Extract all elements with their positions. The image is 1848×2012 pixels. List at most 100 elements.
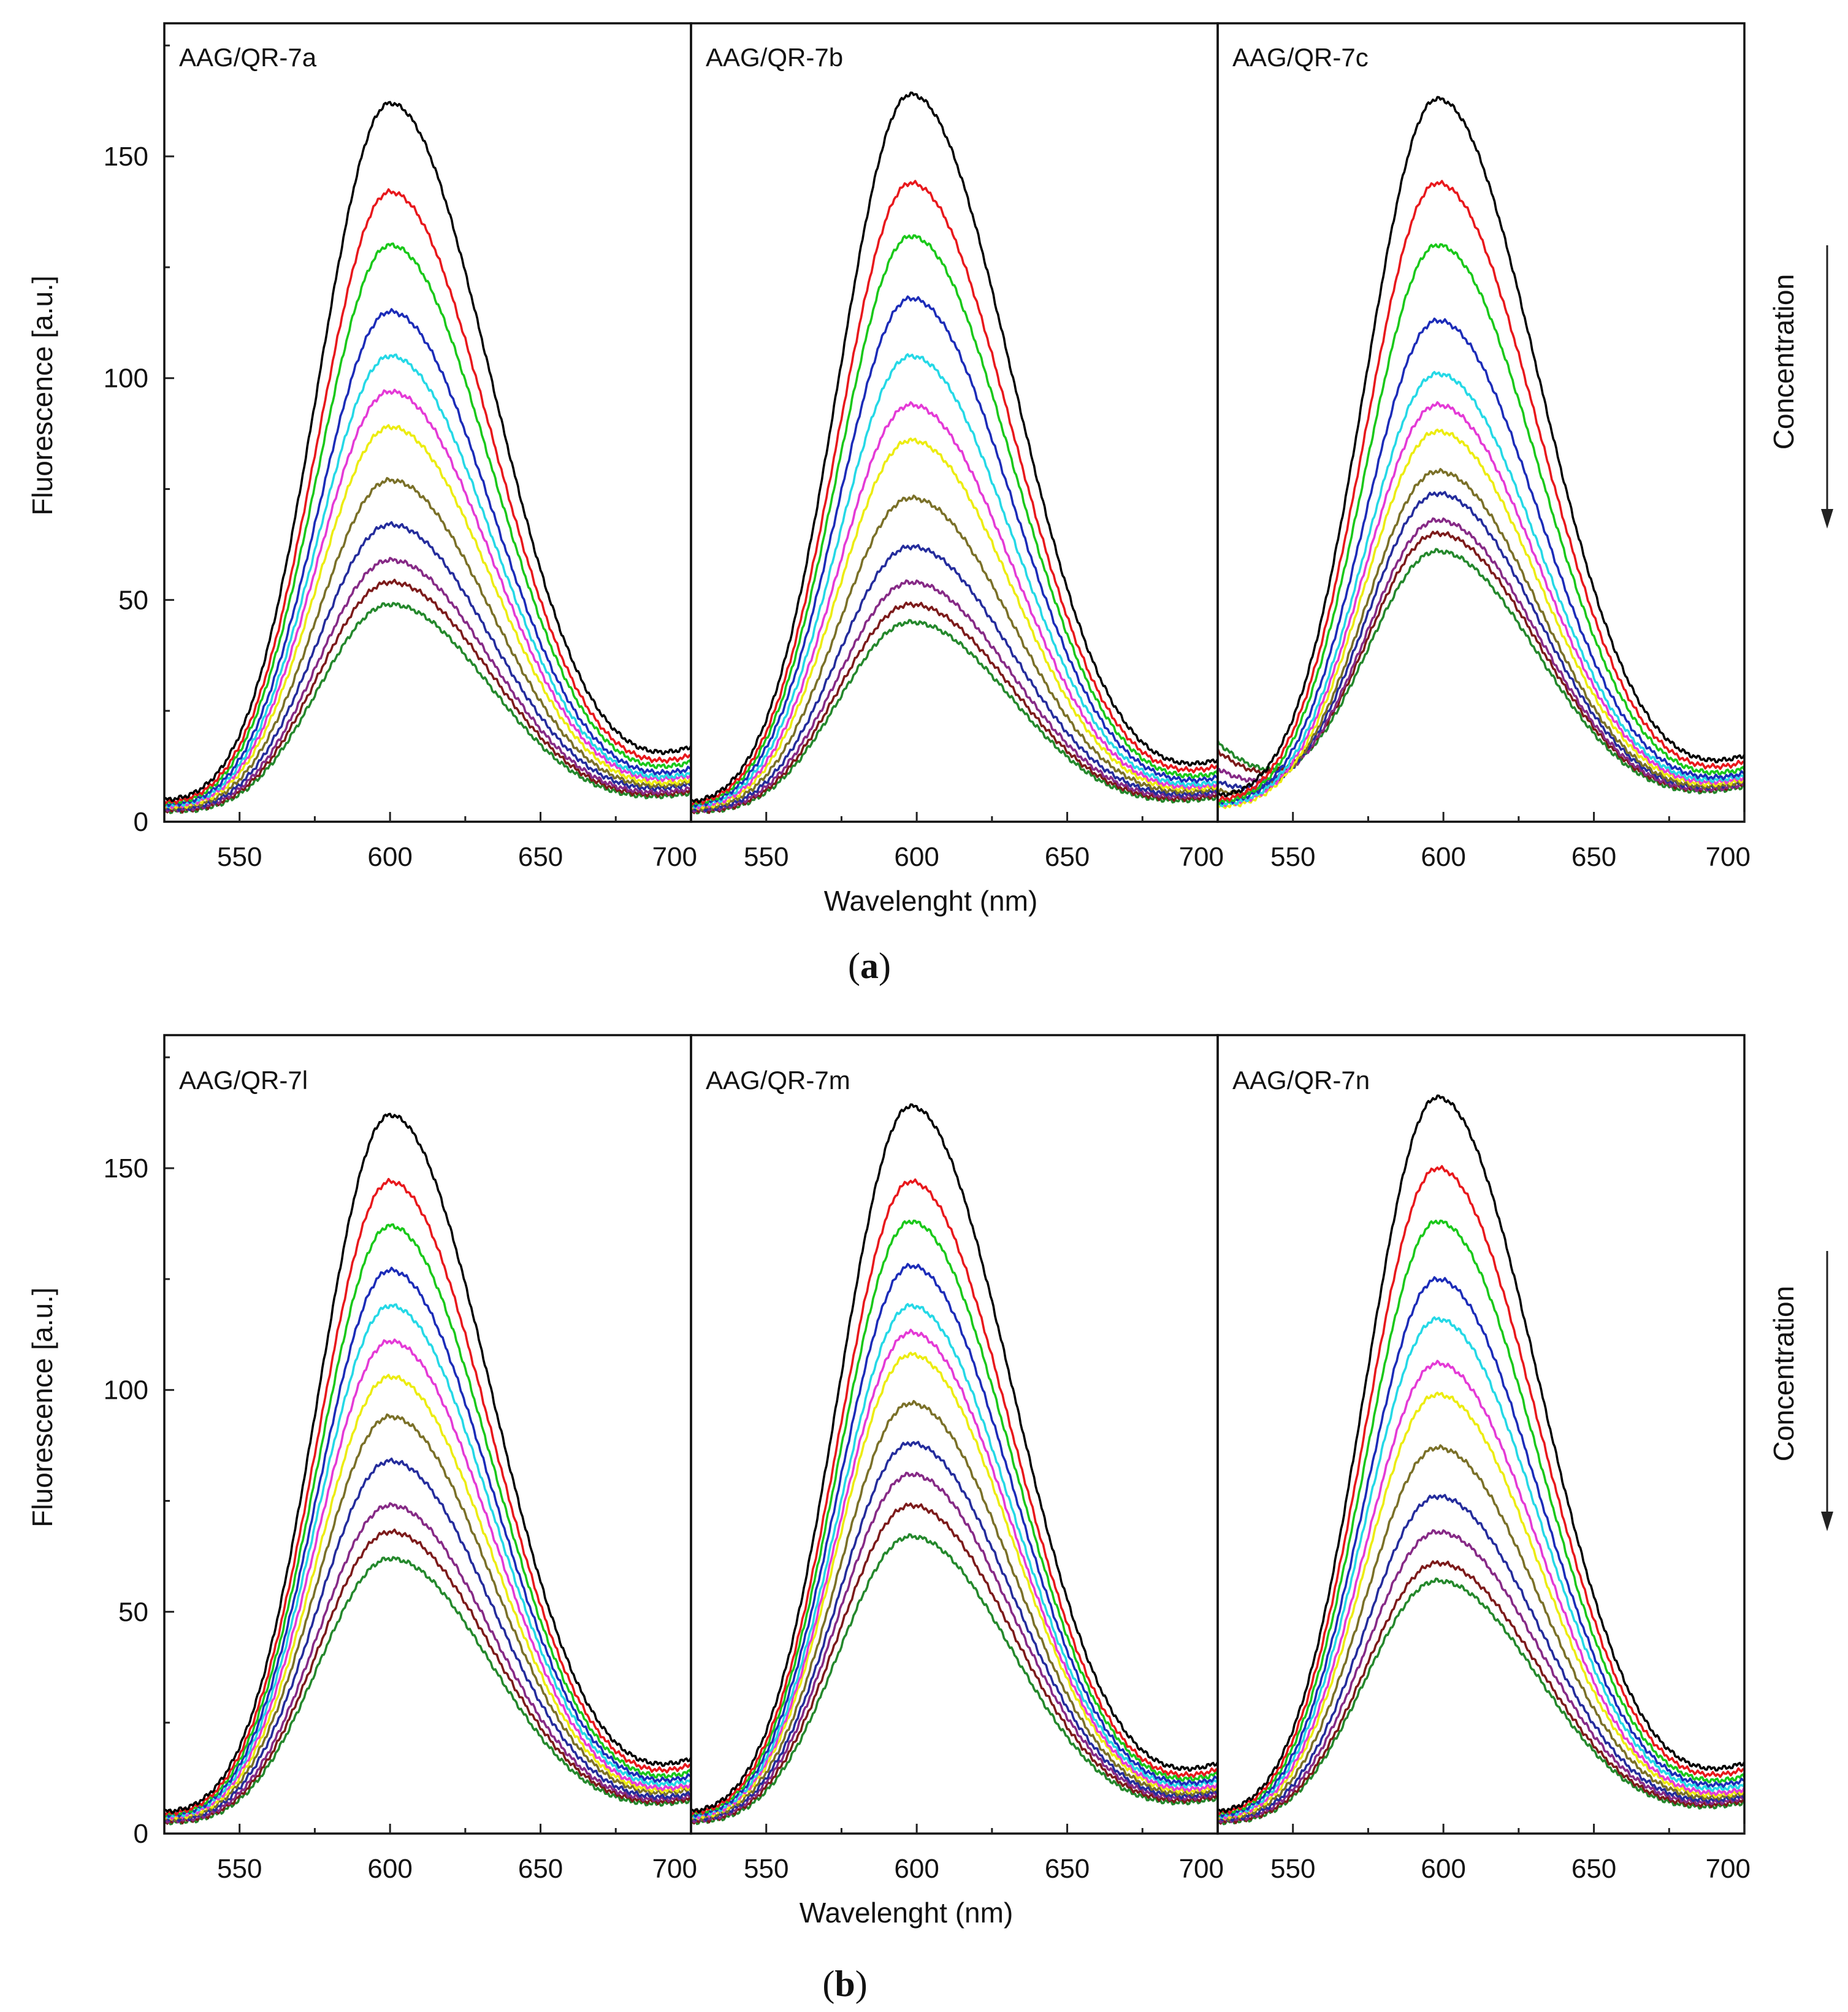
series-line-1	[164, 1112, 692, 1814]
series-line-2	[1216, 180, 1745, 802]
x-tick-label: 650	[518, 1854, 563, 1884]
x-tick-label: 700	[1706, 1854, 1751, 1884]
series-line-4	[690, 295, 1219, 808]
series-line-12	[1216, 1577, 1745, 1826]
series-line-11	[1216, 1560, 1746, 1825]
panel-frame	[163, 1034, 692, 1835]
series-line-5	[1217, 1316, 1746, 1819]
series-line-8	[690, 1399, 1219, 1821]
series-line-9	[690, 1440, 1218, 1823]
series-line-3	[690, 1219, 1219, 1817]
series-line-8	[1217, 468, 1746, 797]
series-line-6	[690, 401, 1219, 810]
chart-panel-aag-qr-7a: 550 600 650 700 AAG/QR-7a	[163, 22, 697, 872]
series-line-9	[163, 521, 692, 812]
series-line-1	[691, 1103, 1219, 1813]
series-line-5	[164, 353, 692, 808]
series-line-8	[164, 1413, 692, 1822]
series-line-10	[164, 1502, 692, 1824]
series-line-12	[163, 1556, 692, 1826]
series-line-2	[1216, 1165, 1745, 1815]
panel-frame	[1216, 1034, 1746, 1835]
series-line-10	[1217, 1529, 1746, 1824]
series-line-6	[690, 1328, 1219, 1820]
figure-group-b: Fluorescence [a.u.] Wavelenght (nm) Conc…	[26, 1034, 1833, 2004]
x-axis-title-b: Wavelenght (nm)	[800, 1897, 1014, 1929]
series-line-7	[690, 1352, 1218, 1821]
series-line-3	[164, 242, 692, 806]
series-line-7	[1216, 1391, 1745, 1821]
x-tick-label: 600	[1421, 842, 1465, 872]
x-tick-label: 700	[652, 1854, 697, 1884]
x-tick-label: 700	[1179, 842, 1224, 872]
series-line-8	[164, 476, 692, 811]
x-tick-label: 550	[744, 1854, 788, 1884]
series-line-10	[164, 557, 692, 813]
y-tick-label: 50	[118, 585, 148, 615]
x-tick-label: 600	[894, 1854, 939, 1884]
x-tick-label: 600	[367, 842, 412, 872]
series-line-1	[691, 91, 1219, 804]
series-line-9	[690, 544, 1218, 813]
series-line-12	[163, 602, 692, 814]
panel-title: AAG/QR-7c	[1232, 43, 1369, 72]
chart-panel-aag-qr-7m: 550 600 650 700 AAG/QR-7m	[690, 1034, 1224, 1884]
x-tick-label: 600	[894, 842, 939, 872]
series-line-7	[163, 1374, 692, 1821]
series-line-3	[1217, 1219, 1746, 1817]
x-tick-label: 600	[1421, 1854, 1465, 1884]
series-line-10	[690, 1471, 1219, 1824]
series-line-2	[690, 1178, 1218, 1815]
series-line-6	[163, 388, 692, 809]
series-line-5	[690, 1302, 1219, 1819]
series-line-3	[1217, 243, 1746, 805]
series-line-5	[690, 353, 1219, 809]
panel-title: AAG/QR-7a	[179, 43, 317, 72]
y-axis-title-a: Fluorescence [a.u.]	[26, 275, 58, 515]
panel-frame	[690, 1034, 1219, 1835]
concentration-arrow-head-b	[1821, 1512, 1833, 1531]
panel-frame	[690, 22, 1219, 823]
x-tick-label: 650	[518, 842, 563, 872]
chart-panel-aag-qr-7c: 550 600 650 700 AAG/QR-7c	[1216, 22, 1751, 872]
series-line-2	[163, 188, 692, 805]
chart-panel-aag-qr-7b: 550 600 650 700 AAG/QR-7b	[690, 22, 1224, 872]
panel-title: AAG/QR-7m	[706, 1066, 850, 1095]
concentration-label-b: Concentration	[1768, 1286, 1800, 1461]
series-line-9	[163, 1457, 692, 1823]
series-line-7	[1216, 428, 1744, 809]
x-tick-label: 700	[652, 842, 697, 872]
series-line-8	[1217, 1444, 1746, 1822]
series-line-2	[690, 180, 1218, 806]
series-line-7	[163, 424, 692, 810]
series-line-4	[1216, 317, 1745, 805]
x-tick-label: 550	[1270, 842, 1315, 872]
y-tick-label: 100	[104, 364, 148, 394]
x-tick-label: 650	[1045, 1854, 1090, 1884]
x-tick-label: 600	[367, 1854, 412, 1884]
series-line-4	[163, 1266, 692, 1818]
y-tick-label: 150	[104, 1153, 148, 1184]
series-line-9	[1216, 491, 1745, 792]
x-tick-label: 700	[1179, 1854, 1224, 1884]
series-line-5	[1217, 370, 1746, 808]
chart-panel-aag-qr-7l: 550 600 650 700 AAG/QR-7l	[163, 1034, 697, 1884]
series-line-8	[690, 494, 1219, 812]
x-tick-label: 550	[1270, 1854, 1315, 1884]
series-line-4	[690, 1263, 1218, 1818]
y-tick-label: 50	[118, 1597, 148, 1627]
series-line-11	[690, 1502, 1219, 1825]
panel-title: AAG/QR-7b	[706, 43, 843, 72]
concentration-arrow-b	[1821, 1251, 1833, 1531]
panel-title: AAG/QR-7l	[179, 1066, 308, 1095]
series-line-3	[690, 234, 1219, 808]
series-line-1	[1217, 96, 1746, 798]
series-line-1	[1218, 1094, 1746, 1813]
x-axis-title-a: Wavelenght (nm)	[824, 885, 1038, 917]
chart-panel-aag-qr-7n: 550 600 650 700 AAG/QR-7n	[1216, 1034, 1751, 1884]
x-tick-label: 550	[217, 842, 262, 872]
x-tick-label: 650	[1045, 842, 1090, 872]
caption-b: (b)	[822, 1964, 867, 2004]
caption-a: (a)	[848, 946, 891, 986]
